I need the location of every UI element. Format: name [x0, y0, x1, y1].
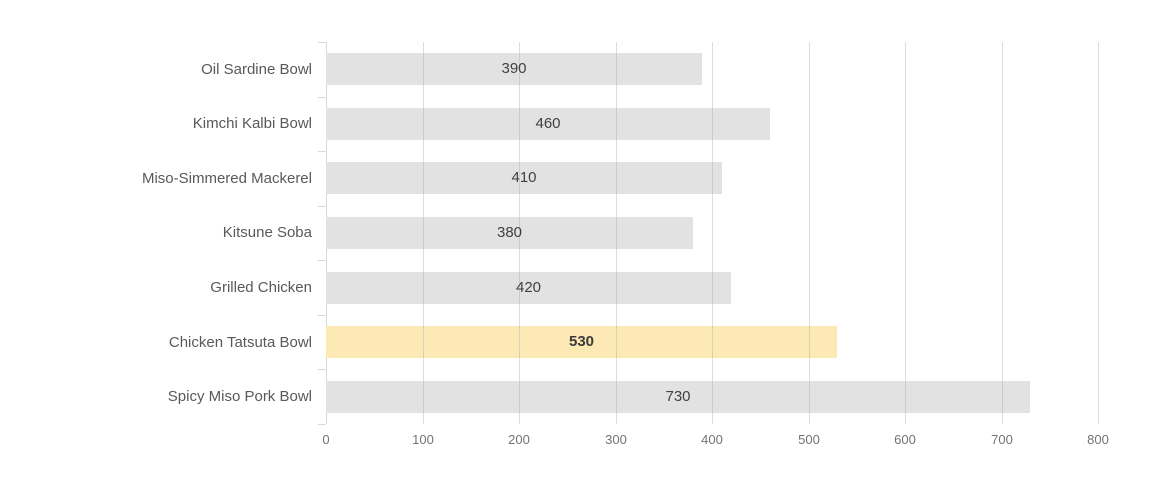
- bar: [326, 53, 702, 85]
- gridline: [905, 42, 906, 424]
- x-axis-tick-label: 100: [412, 432, 434, 447]
- bar-value-label: 460: [535, 115, 561, 132]
- x-axis-tick-label: 800: [1087, 432, 1109, 447]
- x-axis-tick-label: 200: [508, 432, 530, 447]
- x-axis-tick-label: 0: [322, 432, 330, 447]
- x-axis-tick-label: 300: [605, 432, 627, 447]
- category-label: Grilled Chicken: [210, 279, 312, 297]
- gridline: [809, 42, 810, 424]
- bar: [326, 217, 693, 249]
- gridline: [1002, 42, 1003, 424]
- bar: [326, 272, 731, 304]
- category-label: Oil Sardine Bowl: [201, 60, 312, 78]
- x-axis-tick-label: 400: [701, 432, 723, 447]
- bar: [326, 108, 770, 140]
- y-axis-tick: [318, 206, 326, 207]
- bar-value-label: 380: [496, 224, 523, 241]
- y-axis-tick: [318, 97, 326, 98]
- bar: [326, 381, 1030, 413]
- category-label: Kitsune Soba: [222, 224, 312, 242]
- bar: [326, 162, 722, 194]
- y-axis-tick: [318, 260, 326, 261]
- bar-value-label: 390: [501, 60, 527, 77]
- category-label: Miso-Simmered Mackerel: [141, 169, 312, 187]
- y-axis-tick: [318, 315, 326, 316]
- bar-value-label: 730: [665, 388, 691, 405]
- y-axis-tick: [318, 42, 326, 43]
- bar-value-label: 530: [568, 333, 595, 350]
- x-axis-tick-label: 500: [798, 432, 820, 447]
- gridline: [712, 42, 713, 424]
- y-axis-tick: [318, 369, 326, 370]
- plot-area: 390 460 410 380 420 530 730: [318, 42, 1099, 425]
- bar-value-label: 410: [511, 169, 537, 186]
- bar: [326, 326, 837, 358]
- y-axis-tick: [318, 151, 326, 152]
- bar-value-label: 420: [515, 279, 542, 296]
- x-axis-tick-label: 600: [894, 432, 916, 447]
- y-axis-tick: [318, 424, 326, 425]
- category-label: Chicken Tatsuta Bowl: [168, 333, 312, 351]
- gridline: [1098, 42, 1099, 424]
- category-label: Spicy Miso Pork Bowl: [167, 388, 312, 406]
- category-label: Kimchi Kalbi Bowl: [192, 115, 312, 133]
- x-axis-tick-label: 700: [991, 432, 1013, 447]
